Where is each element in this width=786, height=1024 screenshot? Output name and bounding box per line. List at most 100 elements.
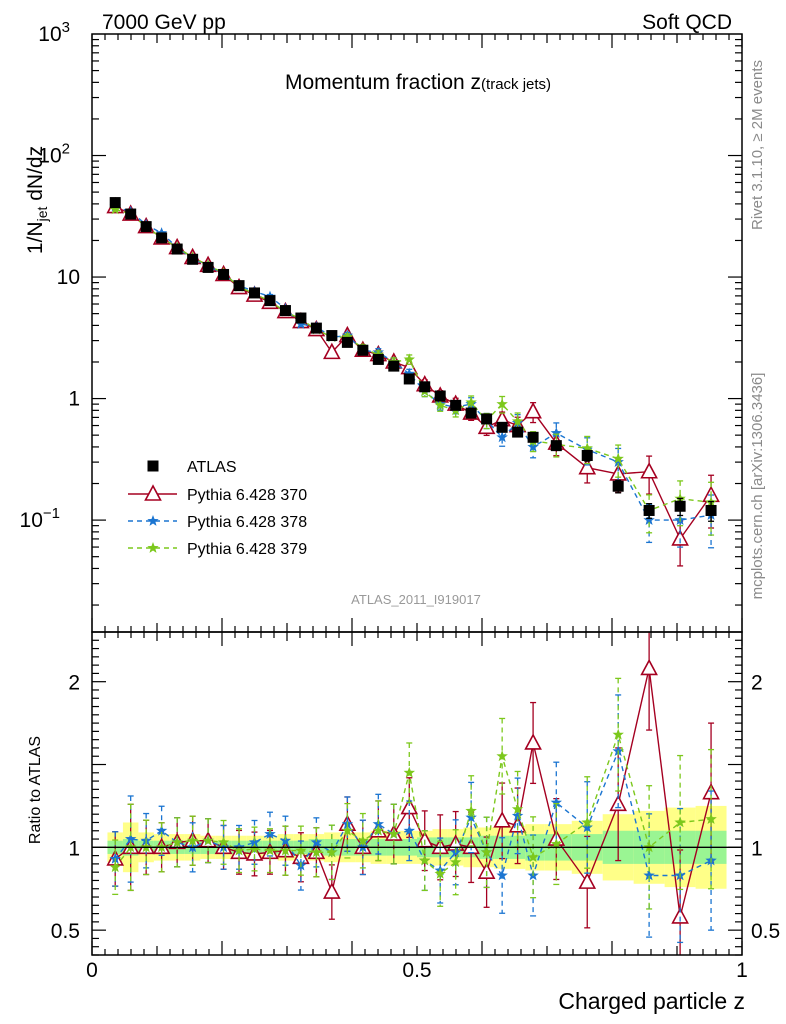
ratio-point: [202, 834, 214, 846]
legend-entry: Pythia 6.428 370: [128, 484, 307, 504]
ratio-point: [310, 836, 323, 848]
data-point: [434, 399, 446, 411]
y-tick-label: 1: [68, 388, 80, 411]
data-point: [187, 253, 199, 265]
ratio-point: [527, 851, 539, 863]
ratio-point: [674, 816, 686, 828]
watermark-label: ATLAS_2011_I919017: [351, 592, 481, 607]
data-point: [705, 504, 717, 516]
ratio-point: [248, 843, 261, 854]
data-point: [612, 452, 624, 464]
data-point: [524, 401, 542, 419]
data-point: [465, 396, 477, 408]
legend-label: Pythia 6.428 379: [187, 541, 307, 558]
ratio-point: [403, 766, 415, 778]
plot-title: Momentum fraction z(track jets): [285, 71, 551, 94]
ratio-point: [217, 836, 230, 848]
ratio-y-tick-label-right: 1: [751, 837, 763, 860]
data-point: [511, 415, 524, 427]
ratio-point: [671, 907, 689, 924]
ratio-y-tick-label: 1: [68, 837, 80, 860]
ratio-point: [264, 844, 276, 856]
ratio-point: [186, 834, 199, 846]
data-point: [671, 529, 689, 546]
ratio-point: [496, 750, 508, 762]
y-tick-label: 103: [38, 19, 70, 46]
ratio-point: [357, 834, 369, 846]
data-point: [403, 373, 415, 385]
ratio-point: [496, 869, 508, 881]
ratio-point: [372, 824, 384, 836]
ratio-point: [279, 844, 292, 856]
series-line: [115, 208, 712, 512]
series-0: [109, 197, 717, 522]
ratio-point: [279, 834, 292, 846]
series-line: [114, 205, 712, 521]
data-point: [512, 426, 524, 438]
data-point: [450, 399, 462, 411]
data-point: [156, 232, 168, 244]
data-point: [581, 450, 593, 462]
ratio-point: [643, 869, 655, 881]
data-point: [109, 197, 121, 209]
rivet-version-label: Rivet 3.1.10, ≥ 2M events: [749, 60, 766, 230]
data-point: [640, 462, 658, 479]
legend-marker: [144, 484, 162, 501]
ratio-point: [524, 733, 542, 750]
ratio-point: [403, 824, 415, 836]
ratio-point: [233, 844, 245, 856]
data-point: [341, 336, 353, 348]
data-point: [643, 504, 655, 516]
legend-marker: [147, 542, 159, 553]
data-point: [249, 287, 260, 299]
legend-label: Pythia 6.428 370: [187, 487, 307, 504]
y-axis-label-ratio: Ratio to ATLAS: [27, 736, 44, 844]
x-axis-label: Charged particle z: [558, 988, 745, 1014]
ratio-line: [114, 668, 712, 918]
ratio-point: [511, 809, 524, 821]
ratio-series-2: [109, 677, 717, 910]
legend-label: ATLAS: [187, 459, 237, 476]
ratio-point: [581, 821, 593, 833]
legend: ATLAS Pythia 6.428 370 Pythia 6.428 378 Pyt…: [128, 459, 307, 558]
ratio-point: [578, 872, 597, 889]
ratio-point: [480, 846, 493, 858]
ratio-point: [155, 824, 168, 836]
data-point: [481, 413, 493, 425]
data-point: [578, 457, 597, 475]
main-plot-series: [106, 196, 720, 567]
x-tick-label: 1: [736, 959, 748, 982]
header-right: Soft QCD: [642, 11, 732, 34]
ratio-point: [125, 833, 137, 844]
data-point: [419, 381, 431, 393]
data-point: [388, 360, 400, 372]
ratio-point: [465, 804, 477, 816]
x-tick-label: 0.5: [402, 959, 431, 982]
ratio-point: [434, 867, 446, 879]
ratio-point: [171, 836, 183, 848]
data-point: [465, 407, 477, 419]
data-point: [264, 295, 276, 307]
axes-ticks: [91, 34, 743, 956]
data-point: [140, 221, 152, 233]
y-tick-label: 10: [57, 266, 80, 289]
data-point: [218, 268, 230, 280]
ratio-series-0: [106, 632, 720, 955]
ratio-point: [388, 828, 400, 839]
legend-marker: [147, 460, 159, 472]
legend-marker: [147, 515, 159, 526]
ratio-point: [295, 844, 307, 856]
ratio-plot-frame: [91, 631, 743, 956]
ratio-point: [511, 803, 524, 815]
data-point: [125, 208, 137, 220]
data-point: [323, 342, 341, 360]
y-axis-label-top: 1/Njet dN/dz: [24, 146, 50, 254]
ratio-point: [248, 836, 261, 848]
data-point: [326, 330, 338, 342]
ratio-point: [341, 824, 354, 836]
ratio-point: [109, 861, 121, 873]
data-point: [496, 431, 508, 443]
data-point: [527, 431, 539, 443]
data-point: [372, 353, 384, 365]
